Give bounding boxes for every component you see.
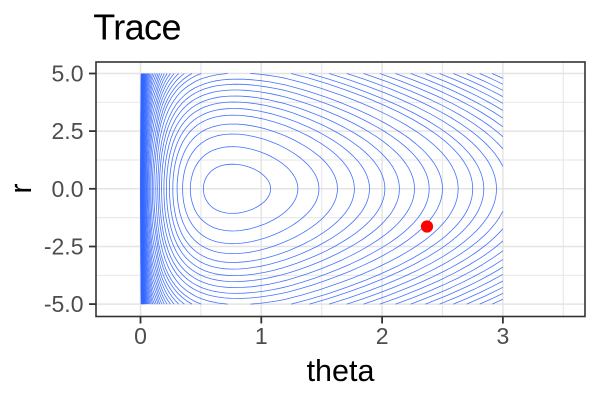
svg-text:0.0: 0.0 xyxy=(52,176,84,202)
svg-text:theta: theta xyxy=(307,354,375,388)
svg-text:2: 2 xyxy=(376,323,389,349)
svg-text:3: 3 xyxy=(497,323,510,349)
svg-text:0: 0 xyxy=(134,323,147,349)
svg-text:-2.5: -2.5 xyxy=(44,234,84,260)
svg-text:1: 1 xyxy=(255,323,268,349)
svg-text:r: r xyxy=(4,183,38,193)
svg-text:-5.0: -5.0 xyxy=(44,291,84,317)
svg-text:5.0: 5.0 xyxy=(52,61,84,87)
svg-text:Trace: Trace xyxy=(93,7,181,48)
svg-text:2.5: 2.5 xyxy=(52,118,84,144)
